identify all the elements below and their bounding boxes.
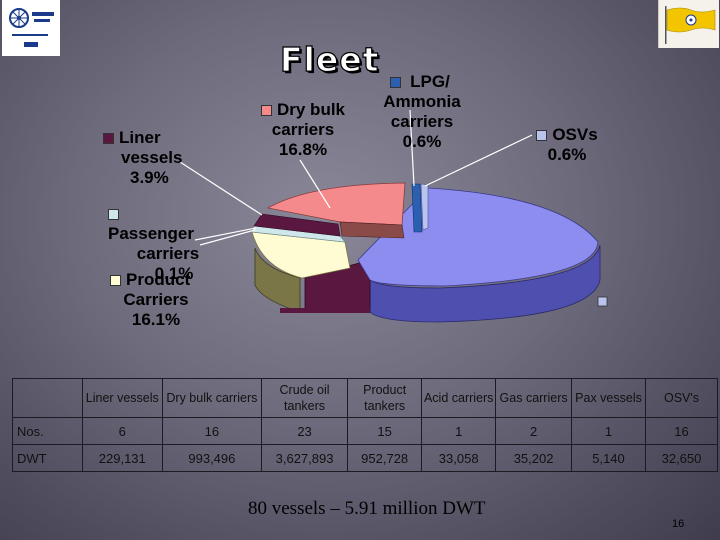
label-line: 3.9% [130,168,169,187]
table-row: DWT 229,131 993,496 3,627,893 952,728 33… [12,444,719,472]
slice-product-carriers [251,231,351,279]
label-line: Passenger [108,224,194,243]
label-line: Product [126,270,191,289]
label-passenger-carriers: Passenger carriers 0.1% [108,204,208,284]
table-cell: 993,496 [161,444,263,472]
table-cell: 5,140 [571,444,646,472]
label-line: 16.8% [278,140,328,159]
label-line: 0.6% [402,132,442,151]
flag-logo [658,0,719,48]
label-lpg-ammonia-carriers: LPG/ Ammonia carriers 0.6% [372,72,472,152]
label-line: 0.1% [154,264,194,283]
page-number: 16 [672,518,685,530]
label-line: Ammonia [383,92,461,111]
flag-icon [665,6,716,44]
row-header: Nos. [12,417,83,445]
label-line: Dry bulk [276,100,346,119]
table-header-cell: Liner vessels [81,378,163,418]
table-row: Nos. 6 16 23 15 1 2 1 16 [12,417,719,445]
table-cell: 15 [347,417,423,445]
slice-side-liner-strip [280,308,370,313]
label-product-carriers: Product Carriers 16.1% [110,270,200,330]
label-line: vessels [121,148,183,167]
table-header-cell: OSV's [644,378,719,418]
pie-chart [179,109,608,323]
slice-lpg-ammonia [411,183,423,233]
sci-logo [2,0,60,56]
slice-liner-vessels [253,213,341,237]
label-line: carriers [136,244,200,263]
table-cell: 16 [161,417,263,445]
table-header-cell: Dry bulk carriers [161,378,263,418]
leader-lines [179,109,533,246]
table-cell: 32,650 [644,444,719,472]
label-liner-vessels: Liner vessels 3.9% [103,128,183,188]
slice-osvs [420,183,429,231]
table-header-cell [12,378,83,418]
label-dry-bulk-carriers: Dry bulk carriers 16.8% [248,100,358,160]
table-cell: 33,058 [421,444,497,472]
table-cell: 3,627,893 [261,444,349,472]
label-line: LPG/ [410,72,450,91]
table-header-row: Liner vessels Dry bulk carriers Crude oi… [12,378,719,418]
legend-swatch-icon [103,133,114,145]
slice-side-dry-bulk [339,221,405,239]
legend-marker-square [597,296,608,307]
legend-swatch-icon [108,209,119,221]
fleet-summary: 80 vessels – 5.91 million DWT [248,498,486,519]
label-line: Liner [119,128,161,147]
label-line: 16.1% [131,310,181,329]
table-cell: 35,202 [495,444,573,472]
fleet-table: Liner vessels Dry bulk carriers Crude oi… [12,378,719,472]
table-cell: 952,728 [347,444,423,472]
page-title: Fleet [279,39,380,79]
table-cell: 6 [81,417,163,445]
table-cell: 23 [261,417,349,445]
pie-top [251,182,608,307]
label-line: OSVs [552,125,598,144]
label-line: carriers [390,112,454,131]
table-cell: 16 [644,417,719,445]
table-header-cell: Product tankers [347,378,423,418]
label-line: 0.6% [547,145,587,164]
table-header-cell: Gas carriers [495,378,573,418]
label-osvs: OSVs 0.6% [532,125,602,165]
table-header-cell: Pax vessels [571,378,646,418]
row-header: DWT [12,444,83,472]
table-header-cell: Acid carriers [421,378,497,418]
table-cell: 2 [495,417,573,445]
label-line: carriers [271,120,335,139]
legend-swatch-icon [390,77,402,89]
label-line: Carriers [123,290,189,309]
table-cell: 1 [421,417,497,445]
table-header-cell: Crude oil tankers [261,378,349,418]
slice-dry-bulk-carriers [266,182,406,226]
table-cell: 1 [571,417,646,445]
sci-emblem-icon [9,8,54,47]
legend-swatch-icon [110,275,121,287]
legend-swatch-icon [260,105,272,117]
table-cell: 229,131 [81,444,163,472]
legend-swatch-icon [536,130,548,142]
